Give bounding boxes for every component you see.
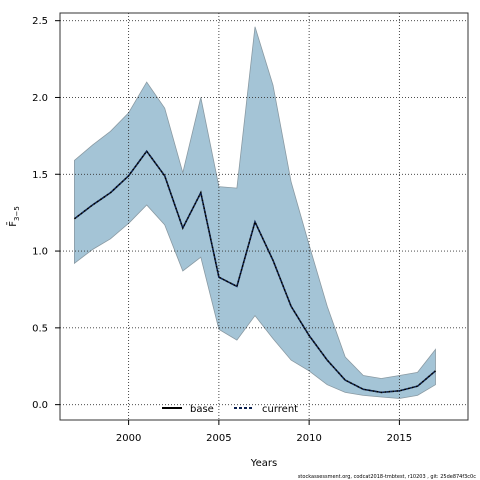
y-axis: 0.0 0.5 1.0 1.5 2.0 2.5 [32,16,60,411]
confidence-band-layer [74,26,436,399]
x-axis-title: Years [250,458,277,469]
y-tick-label: 0.5 [32,323,48,334]
legend-label-base: base [190,404,214,415]
x-tick-label: 2000 [116,433,141,444]
series-layer [73,149,437,394]
legend: base current [162,404,298,415]
y-tick-label: 2.5 [32,16,48,27]
y-tick-label: 2.0 [32,93,48,104]
x-axis: 2000 2005 2010 2015 [116,420,412,444]
y-tick-label: 1.0 [32,247,48,258]
x-tick-label: 2010 [296,433,321,444]
footer-note: stockassessment.org, codcat2018-tmbtest,… [298,474,476,480]
x-tick-label: 2005 [206,433,231,444]
grid-layer [60,13,468,420]
legend-label-current: current [262,404,298,415]
x-tick-label: 2015 [387,433,412,444]
y-axis-title-subscript: 3−5 [13,206,21,221]
confidence-band [74,26,436,399]
plot-frame [59,12,469,421]
series-line-current [73,149,437,394]
y-axis-title: F̄3−5 [6,206,21,227]
y-tick-label: 1.5 [32,170,48,181]
y-axis-title-main: F̄ [6,221,19,227]
y-tick-label: 0.0 [32,400,48,411]
